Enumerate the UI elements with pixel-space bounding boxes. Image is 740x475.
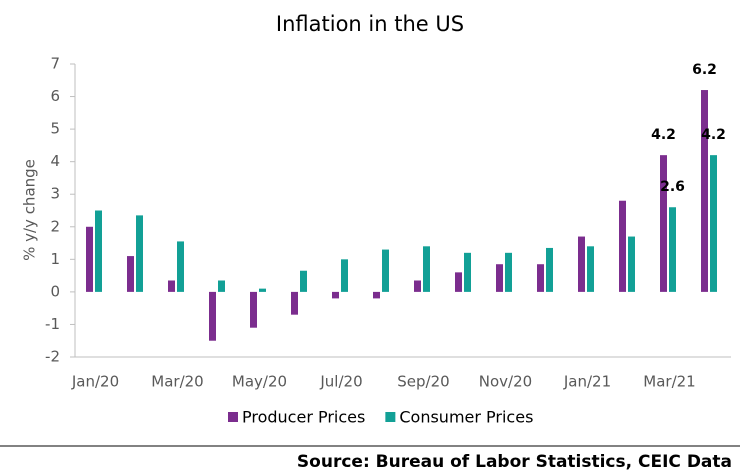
y-tick-label: -2 [45,348,60,366]
data-label: 6.2 [692,62,717,78]
y-tick-label: 1 [50,250,60,268]
bar [669,207,676,292]
data-label: 4.2 [651,127,676,143]
bar [587,246,594,292]
chart-title: Inflation in the US [276,12,464,36]
bar [546,247,553,292]
data-label: 4.2 [701,127,726,143]
bar [300,270,307,292]
bar [127,256,134,292]
y-tick-label: 3 [50,185,60,203]
bar [619,200,626,292]
bar [341,259,348,292]
bar [86,226,93,292]
bar [177,241,184,292]
bar [628,236,635,292]
legend-label: Producer Prices [242,408,365,427]
x-tick-label: Jan/21 [563,373,611,391]
x-tick-label: Nov/20 [479,373,532,391]
bar [423,246,430,292]
bar [710,155,717,292]
bar [464,252,471,292]
legend-label: Consumer Prices [399,408,533,427]
legend-swatch [228,412,238,422]
bar [578,236,585,292]
bar [373,291,380,299]
y-tick-label: 7 [50,55,60,73]
y-tick-label: -1 [45,315,60,333]
bar [136,215,143,292]
bar [95,210,102,292]
x-tick-label: Mar/20 [151,373,203,391]
legend-swatch [385,412,396,422]
bar [455,272,462,292]
x-tick-label: May/20 [232,373,287,391]
bar [701,90,708,292]
bar [209,291,216,341]
y-tick-label: 4 [50,152,60,170]
y-tick-label: 5 [50,120,60,138]
bar [168,280,175,292]
bar [537,264,544,292]
y-tick-label: 6 [50,87,60,105]
bar [332,291,339,299]
bar [414,280,421,292]
bar [259,288,266,292]
bar [291,291,298,315]
x-tick-label: Jul/20 [319,373,362,391]
x-tick-label: Jan/20 [71,373,119,391]
x-tick-label: Sep/20 [397,373,449,391]
bar [382,249,389,292]
bar [505,252,512,292]
x-tick-label: Mar/21 [643,373,695,391]
y-tick-label: 2 [50,217,60,235]
bar [218,280,225,292]
data-label: 2.6 [660,179,685,195]
bar [496,264,503,292]
y-axis-label: % y/y change [21,159,39,261]
bar [250,291,257,328]
bar [660,155,667,292]
source: Source: Bureau of Labor Statistics, CEIC… [297,452,732,471]
y-tick-label: 0 [50,282,60,300]
